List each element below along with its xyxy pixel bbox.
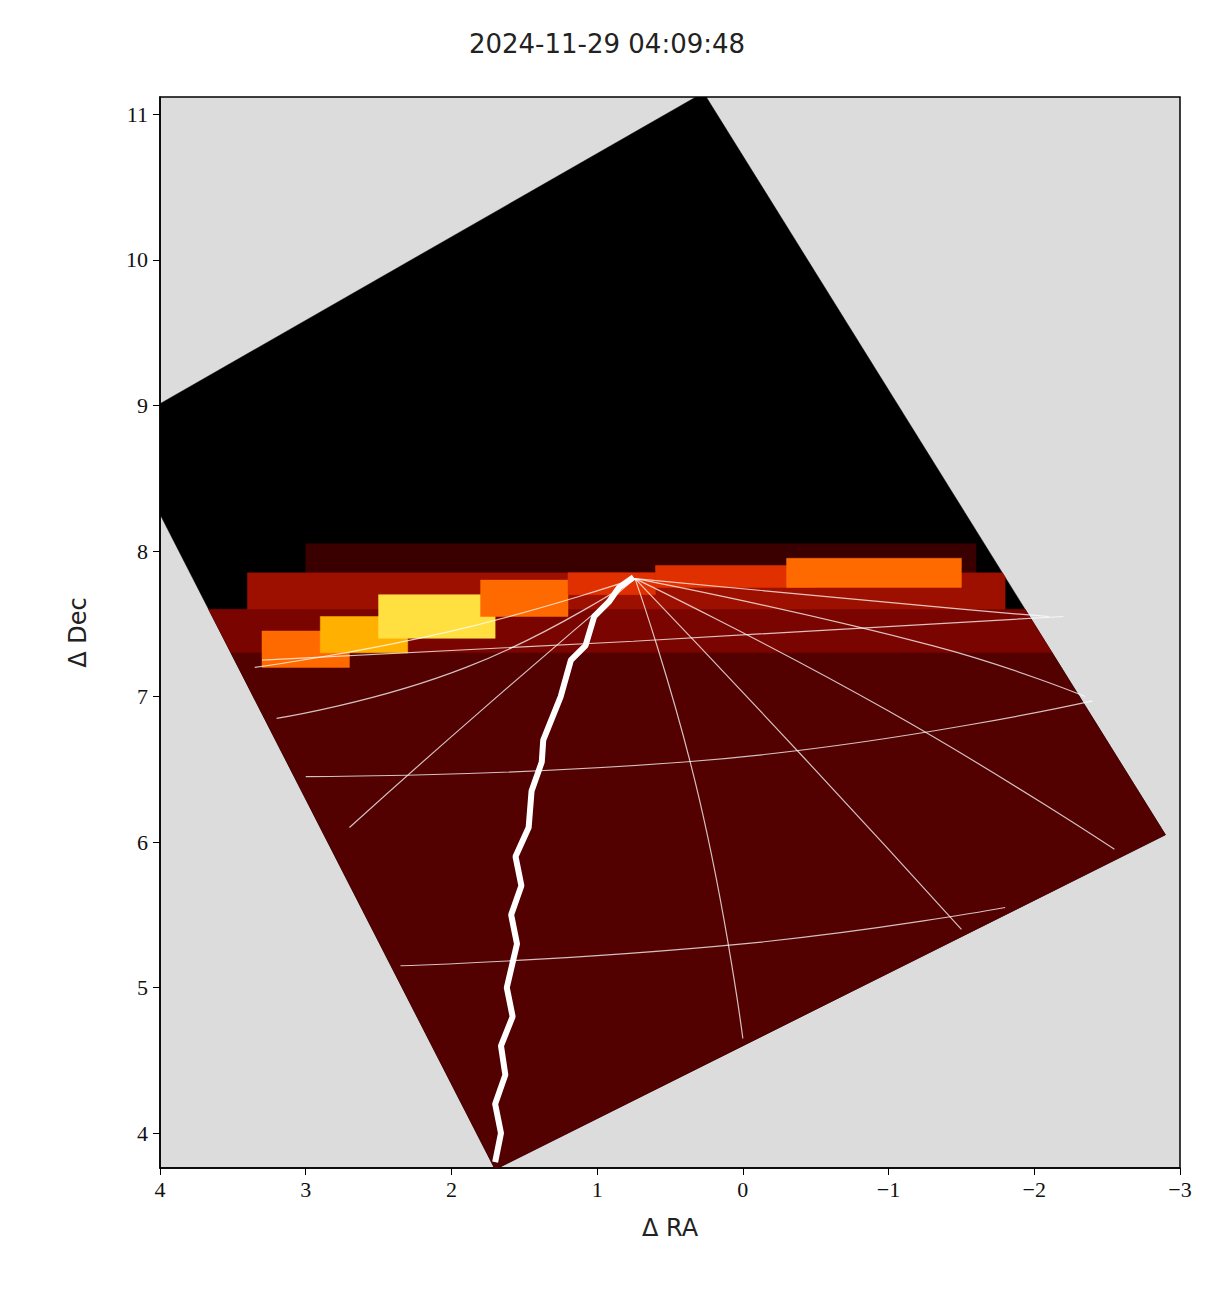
svg-text:2: 2 <box>446 1177 457 1202</box>
svg-text:10: 10 <box>126 247 148 272</box>
svg-text:−3: −3 <box>1168 1177 1191 1202</box>
svg-text:Δ RA: Δ RA <box>642 1214 699 1242</box>
svg-text:3: 3 <box>300 1177 311 1202</box>
svg-text:9: 9 <box>137 393 148 418</box>
svg-text:4: 4 <box>155 1177 166 1202</box>
svg-text:6: 6 <box>137 830 148 855</box>
svg-text:Δ Dec: Δ Dec <box>64 597 92 668</box>
svg-text:1: 1 <box>592 1177 603 1202</box>
svg-text:8: 8 <box>137 539 148 564</box>
svg-text:2024-11-29 04:09:48: 2024-11-29 04:09:48 <box>469 29 745 59</box>
svg-text:0: 0 <box>737 1177 748 1202</box>
svg-text:−2: −2 <box>1023 1177 1046 1202</box>
svg-text:5: 5 <box>137 975 148 1000</box>
svg-text:11: 11 <box>127 102 148 127</box>
svg-text:4: 4 <box>137 1121 148 1146</box>
svg-text:−1: −1 <box>877 1177 900 1202</box>
svg-text:7: 7 <box>137 684 148 709</box>
